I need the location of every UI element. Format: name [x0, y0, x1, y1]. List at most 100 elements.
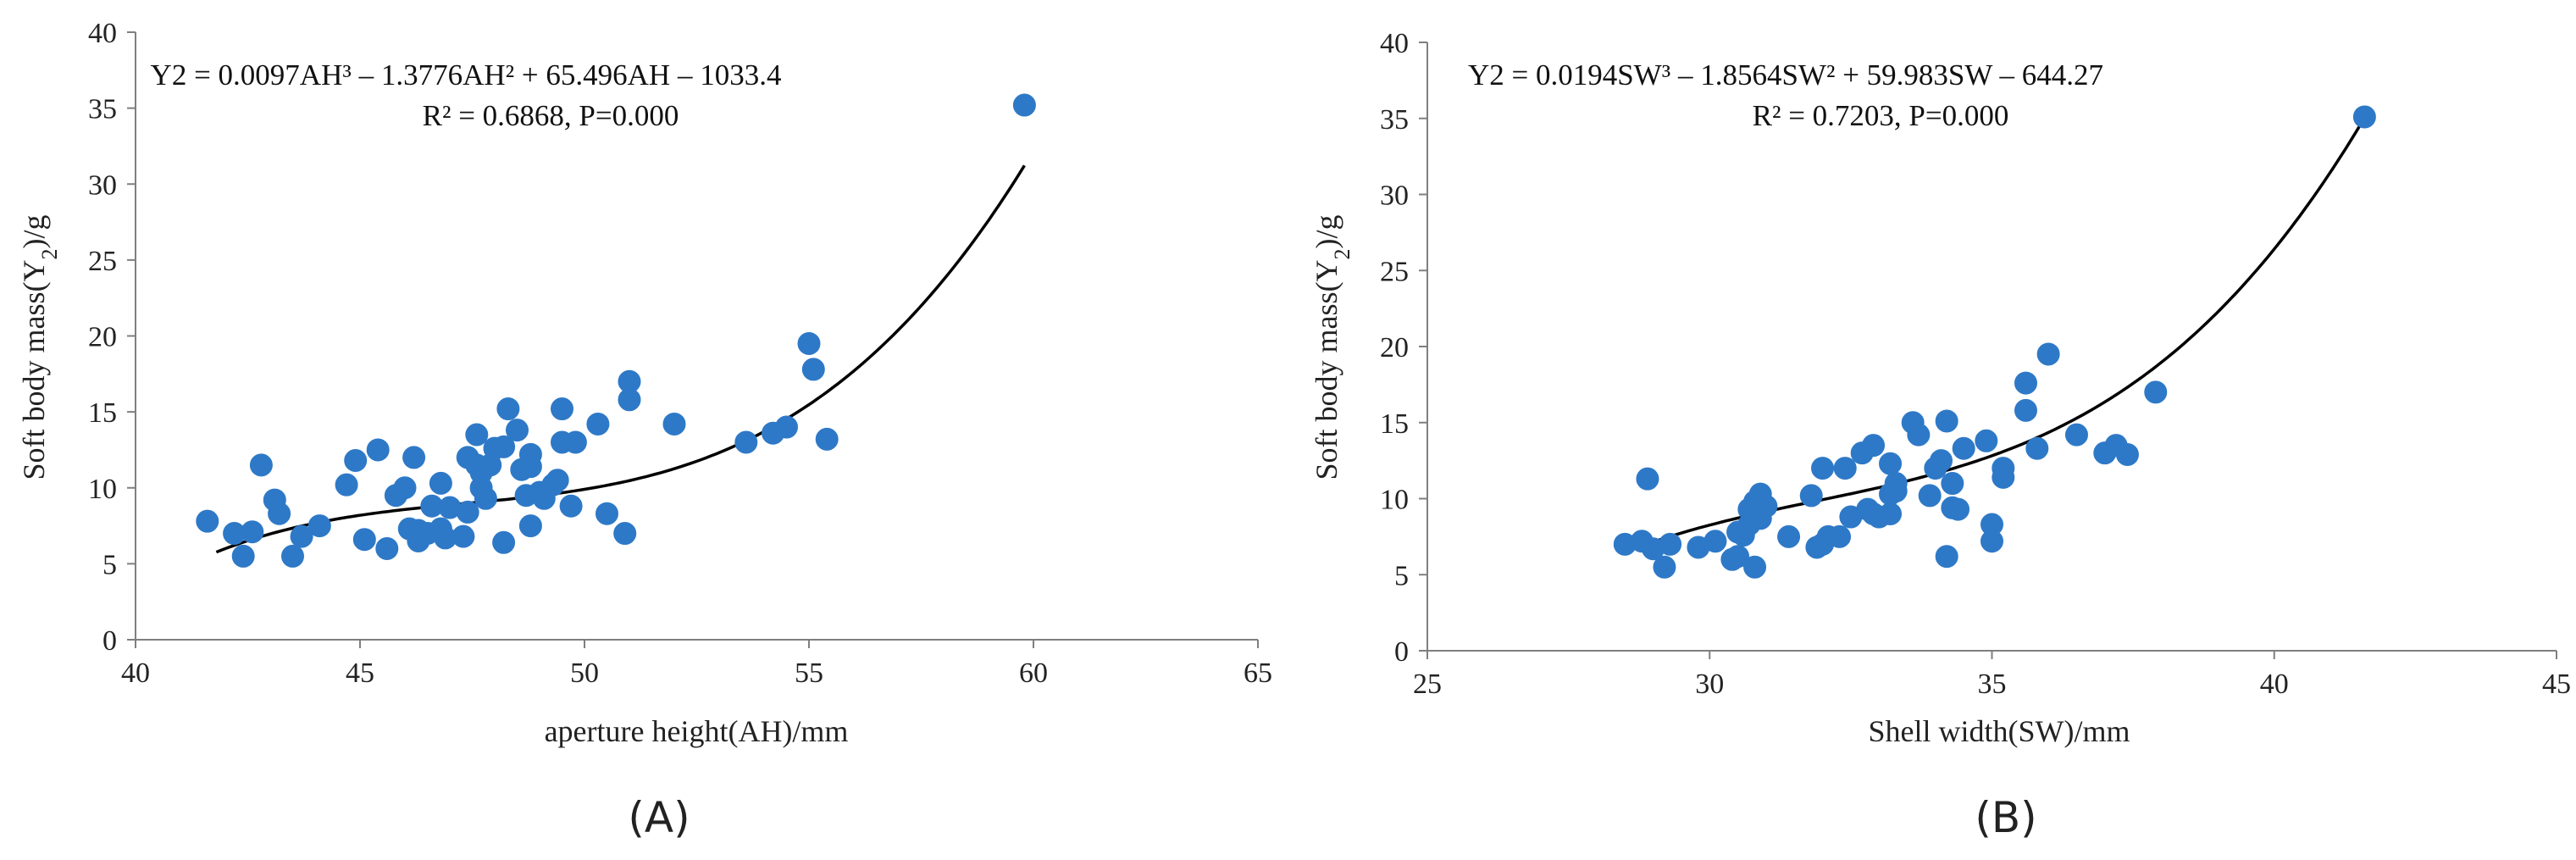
panel-b-label: (B) [1975, 793, 2036, 842]
panel-b-data-point [1952, 436, 1975, 460]
panel-b-data-point [1930, 449, 1953, 473]
panel-a-data-point [307, 514, 331, 538]
panel-a-y-label-unit: )/g [17, 215, 51, 249]
panel-b-y-label-main: Soft body mass(Y [1310, 260, 1343, 480]
panel-a-y-axis-label: Soft body mass(Y2)/g [17, 215, 62, 480]
panel-b-data-point [1907, 423, 1931, 447]
panel-b-data-point [1935, 409, 1958, 433]
panel-a-x-tick-label: 60 [1019, 657, 1048, 689]
panel-b-data-point [2064, 423, 2088, 447]
panel-a-y-tick-label: 40 [88, 18, 117, 49]
panel-b-data-point [2014, 398, 2037, 422]
panel-b-data-point [1811, 457, 1835, 480]
panel-a-x-tick-label: 40 [121, 657, 150, 689]
panel-a-data-point [551, 397, 573, 421]
panel-a-data-point [281, 544, 304, 568]
panel-b-data-point [2352, 105, 2376, 129]
panel-b-data-point [1879, 452, 1903, 475]
panel-a-y-tick-label: 35 [88, 94, 117, 125]
panel-a-data-point [393, 476, 417, 500]
panel-a-data-point [775, 415, 798, 439]
panel-a-x-tick-label: 45 [346, 657, 374, 689]
panel-b-data-point [1833, 457, 1857, 480]
panel-b-data-point [2144, 380, 2168, 404]
panel-b-y-tick-label: 25 [1380, 256, 1409, 287]
panel-a-y-tick-label: 30 [88, 169, 117, 201]
panel-a-data-point [474, 486, 497, 510]
panel-a-data-point [465, 423, 489, 447]
panel-a-x-tick-label: 55 [795, 657, 823, 689]
panel-a-data-point [492, 435, 516, 458]
panel-a-y-tick-label: 0 [102, 625, 117, 657]
panel-a-label: (A) [628, 793, 690, 842]
panel-a-data-point [290, 524, 313, 548]
panel-b-data-point [1811, 532, 1835, 556]
panel-b-data-point [2036, 342, 2060, 366]
panel-b-fit-curve [1624, 117, 2366, 554]
panel-b-data-point [2014, 371, 2037, 395]
panel-a-data-point [268, 502, 291, 525]
panel-a-data-point [402, 446, 426, 469]
panel-b-x-tick-label: 25 [1413, 669, 1442, 700]
panel-b-x-tick-label: 35 [1978, 669, 2007, 700]
panel-a-data-point [429, 471, 452, 495]
panel-a-y-tick-label: 10 [88, 474, 117, 505]
panel-a-data-point [451, 524, 475, 548]
panel-b-y-tick-label: 10 [1380, 485, 1409, 516]
panel-b-data-point [1636, 467, 1659, 491]
panel-b-y-tick-label: 30 [1380, 180, 1409, 212]
panel-a-y-tick-label: 5 [102, 549, 117, 580]
panel-b-data-point [1918, 484, 1942, 508]
panel-a-data-point [618, 369, 641, 393]
panel-b-data-point [1980, 530, 2003, 553]
panel-b-data-point [2025, 436, 2049, 460]
panel-b-data-point [1935, 545, 1958, 569]
panel-b-data-point [1879, 502, 1903, 525]
panel-b-data-point [1947, 497, 1970, 521]
panel-a-data-point [518, 514, 542, 538]
panel-b-x-tick-label: 30 [1695, 669, 1724, 700]
panel-a-data-point [366, 438, 390, 462]
panel-a-data-point [815, 427, 839, 451]
panel-b-y-tick-label: 35 [1380, 104, 1409, 136]
panel-a-data-point [375, 536, 399, 560]
panel-a-data-point [456, 500, 479, 524]
panel-a-data-point [241, 520, 264, 544]
panel-a-data-point [797, 331, 821, 355]
panel-a-data-point [492, 530, 516, 554]
panel-a-y-label-subscript: 2 [37, 249, 62, 260]
panel-a-data-point [801, 358, 825, 381]
panel-a-data-point [196, 509, 219, 533]
panel-a-y-tick-label: 20 [88, 322, 117, 353]
panel-b-data-point [1743, 555, 1767, 579]
panel-a-data-point [352, 528, 376, 552]
panel-b-y-label-subscript: 2 [1330, 249, 1354, 260]
panel-b-y-tick-label: 20 [1380, 332, 1409, 363]
panel-a-data-point [249, 453, 273, 477]
panel-a-data-point [662, 412, 686, 436]
panel-b-y-axis-label: Soft body mass(Y2)/g [1310, 215, 1354, 480]
panel-a-data-point [586, 412, 610, 436]
panel-b-data-point [1862, 434, 1886, 458]
panel-b-data-point [1754, 494, 1778, 518]
panel-b-x-tick-label: 40 [2260, 669, 2289, 700]
panel-a-equation-line1: Y2 = 0.0097AH³ – 1.3776AH² + 65.496AH – … [151, 58, 782, 92]
panel-a-chart: 0 5 10 15 20 25 30 35 40 40 45 50 55 60 65 [88, 18, 1272, 689]
panel-a-data-point [613, 522, 637, 546]
panel-b-y-label-unit: )/g [1310, 215, 1343, 249]
panel-b-y-tick-label: 40 [1380, 28, 1409, 59]
panel-b-data-point [1630, 530, 1654, 553]
panel-a-y-tick-label: 15 [88, 397, 117, 429]
panel-b-data-point [1726, 520, 1750, 544]
panel-b-chart: 0 5 10 15 20 25 30 35 40 25 30 35 40 45 [1380, 28, 2571, 700]
panel-a-data-point [506, 419, 529, 442]
panel-a-y-tick-label: 25 [88, 246, 117, 277]
panel-a-x-tick-label: 65 [1244, 657, 1272, 689]
panel-a-data-point [546, 469, 569, 492]
panel-a-data-point [1012, 93, 1036, 117]
panel-b-data-point [1659, 532, 1682, 556]
panel-b-data-point [2115, 442, 2139, 466]
panel-a-data-point [559, 494, 583, 518]
panel-b-x-tick-label: 45 [2542, 669, 2571, 700]
panel-b-equation-line1: Y2 = 0.0194SW³ – 1.8564SW² + 59.983SW – … [1468, 58, 2103, 92]
